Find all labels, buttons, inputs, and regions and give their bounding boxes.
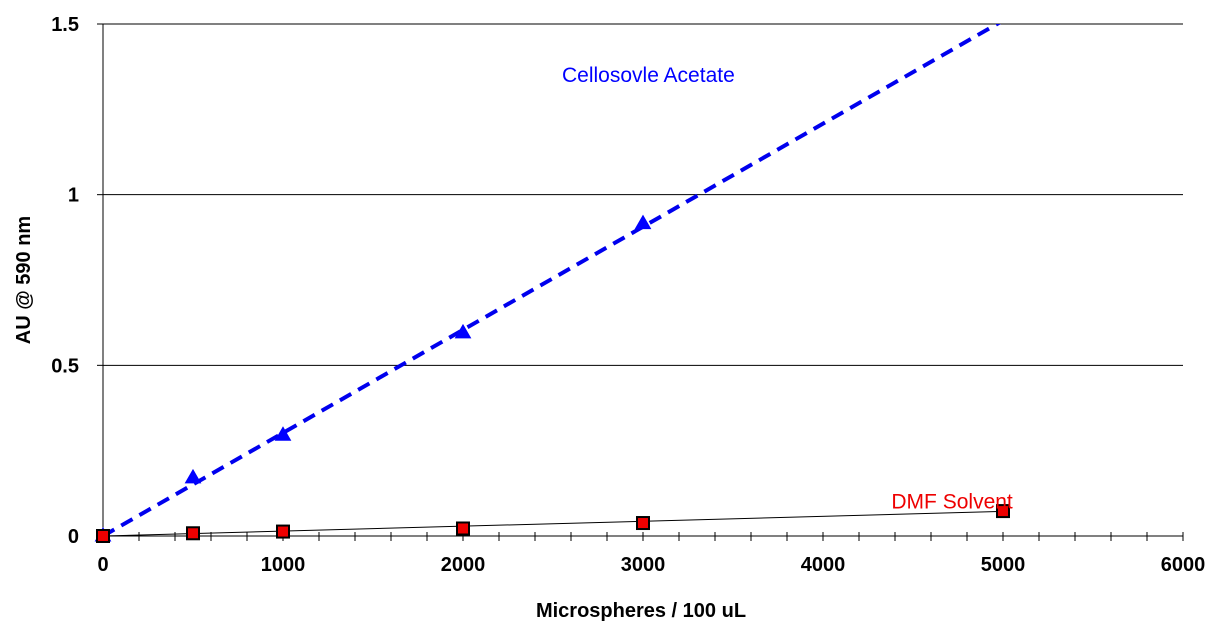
series-label: Cellosovle Acetate xyxy=(562,64,735,87)
x-tick-label: 6000 xyxy=(1161,554,1206,576)
data-point-triangle xyxy=(274,426,292,441)
x-tick-label: 5000 xyxy=(981,554,1026,576)
x-tick-label: 1000 xyxy=(261,554,306,576)
data-point-triangle xyxy=(634,214,652,230)
labels: Cellosovle Acetate DMF Solvent xyxy=(562,64,1013,514)
data-point-square xyxy=(456,521,470,536)
trendlines xyxy=(103,24,1004,536)
x-tick-label: 3000 xyxy=(621,554,666,576)
y-tick-label: 0.5 xyxy=(51,355,79,377)
x-tick-label: 4000 xyxy=(801,554,846,576)
data-point-square xyxy=(996,504,1010,519)
x-tick-label: 0 xyxy=(97,554,108,576)
x-axis-title: Microspheres / 100 uL xyxy=(536,600,746,622)
data-point-square xyxy=(96,529,110,543)
gridlines xyxy=(103,23,1183,366)
series-label: DMF Solvent xyxy=(891,491,1013,514)
data-point-square xyxy=(636,516,650,531)
axes: 0 1000 2000 3000 4000 5000 6000 0 0.5 1 1.5 xyxy=(51,14,1205,576)
y-axis-title: AU @ 590 nm xyxy=(13,216,35,344)
x-tick-label: 2000 xyxy=(441,554,486,576)
data-point-square xyxy=(186,526,200,541)
data-point-triangle xyxy=(184,468,202,484)
data-points xyxy=(94,214,1010,543)
data-point-triangle xyxy=(454,323,472,339)
trendline xyxy=(103,510,1004,536)
y-tick-label: 1 xyxy=(68,185,79,207)
data-point-square xyxy=(276,524,290,539)
y-tick-label: 0 xyxy=(68,526,79,548)
y-tick-label: 1.5 xyxy=(51,14,79,36)
